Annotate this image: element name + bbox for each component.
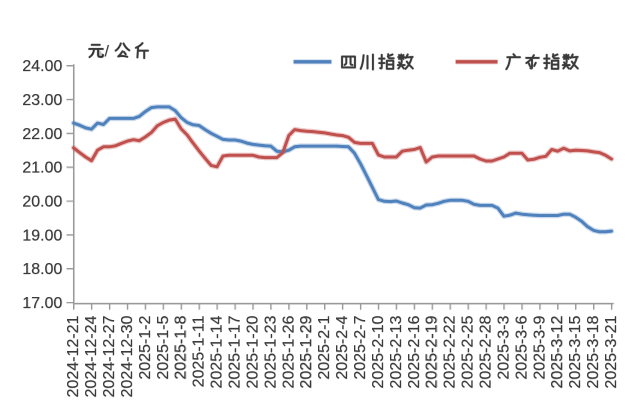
- svg-text:/: /: [105, 44, 110, 61]
